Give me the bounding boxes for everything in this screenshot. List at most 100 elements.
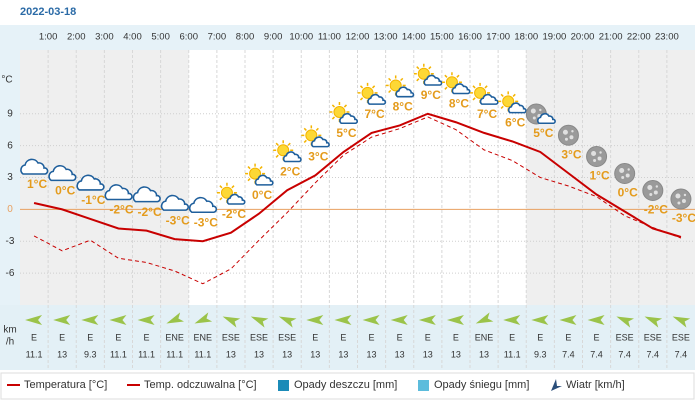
temperature-label: 3°C [561,147,581,161]
wind-arrow [531,315,549,325]
wind-speed: 13 [395,349,405,359]
wind-speed: 7.4 [647,349,660,359]
wind-speed: 13 [479,349,489,359]
wind-speed: 13 [451,349,461,359]
sun-ray [472,85,476,89]
wind-speed: 11.1 [504,349,521,359]
sun-ray [315,127,319,131]
wind-arrow [446,315,464,325]
wind-speed: 13 [310,349,320,359]
wind-direction: ESE [644,332,662,342]
sun-ray [275,154,279,158]
temperature-label: -2°C [109,203,133,217]
hour-label: 15:00 [430,32,454,43]
wind-arrow [334,315,352,325]
wind-arrow [672,316,691,328]
y-tick-label: -6 [6,268,15,279]
sun-ray [343,104,348,108]
wind-direction: ENE [475,332,494,342]
sun-ray [287,142,291,146]
cloud-icon [104,184,133,201]
temperature-label: 8°C [449,96,469,110]
sun-ray [444,86,448,90]
cloud-icon [76,174,105,191]
sun-ray [359,97,364,101]
moon-icon [586,146,608,167]
wind-arrow [194,312,213,324]
wind-speed: 7.4 [618,349,631,359]
temperature-label: 5°C [336,126,356,140]
moon-crater [599,151,602,154]
cloud-icon [48,165,77,182]
cloud-icon [395,86,415,98]
wind-direction: E [453,332,459,342]
wind-arrow [53,315,71,325]
sun-ray [388,89,392,94]
wind-arrow [390,315,408,325]
wind-direction: E [565,332,571,342]
legend-label: Temperatura [°C] [24,379,107,391]
wind-direction: E [87,332,93,342]
wind-direction: E [312,332,318,342]
legend-swatch [418,380,429,391]
moon-crater [621,176,625,179]
moon-crater [562,129,568,135]
cloud-icon [20,158,49,175]
sun-icon [389,79,402,92]
sun-icon [502,95,515,108]
cloud-icon [132,186,161,203]
wind-direction: E [340,332,346,342]
temperature-label: 6°C [505,116,525,130]
y-tick-label: 3 [7,172,13,183]
sun-icon [220,186,233,199]
cloud-icon [451,83,471,95]
y-tick-label: 9 [7,108,13,119]
moon-crater [647,185,653,190]
temperature-label: -3°C [166,213,190,227]
hour-label: 18:00 [514,32,538,43]
moon-crater [683,193,687,197]
moon-crater [539,108,542,112]
moon-icon [670,188,692,210]
legend-swatch [278,380,289,391]
temperature-label: 5°C [533,126,553,140]
hour-label: 17:00 [486,32,510,43]
legend-swatch [551,379,562,391]
temperature-label: -2°C [137,205,161,219]
moon-icon [557,124,579,146]
legend-label: Wiatr [km/h] [566,379,625,391]
temperature-label: 9°C [421,88,441,102]
moon-crater [653,190,658,195]
temperature-label: 0°C [252,188,272,202]
sun-ray [259,166,263,170]
temperature-label: -2°C [644,203,668,217]
wind-band [0,305,695,370]
wind-axis-label: km [3,325,16,336]
sun-icon [361,86,374,99]
moon-crater [571,130,574,133]
temperature-label: 1°C [27,177,47,191]
wind-direction: ENE [194,332,213,342]
cloud-icon [423,74,443,86]
moon-crater [591,151,597,156]
wind-direction: ESE [222,332,240,342]
temperature-label: -1°C [81,193,105,207]
cloud-icon [226,193,246,205]
sun-ray [500,93,504,97]
temperature-label: -2°C [222,207,246,221]
legend-label: Opady deszczu [mm] [294,379,397,391]
moon-crater [627,168,630,171]
wind-direction: E [397,332,403,342]
hour-label: 7:00 [208,32,227,43]
wind-arrow [25,315,43,325]
sun-ray [371,85,376,89]
moon-crater [625,173,630,178]
moon-crater [530,108,536,114]
sun-ray [247,178,251,182]
cloud-icon [367,93,387,105]
moon-crater [649,193,653,196]
wind-direction: E [594,332,600,342]
sun-icon [333,106,346,118]
temperature-label: 3°C [308,150,328,164]
